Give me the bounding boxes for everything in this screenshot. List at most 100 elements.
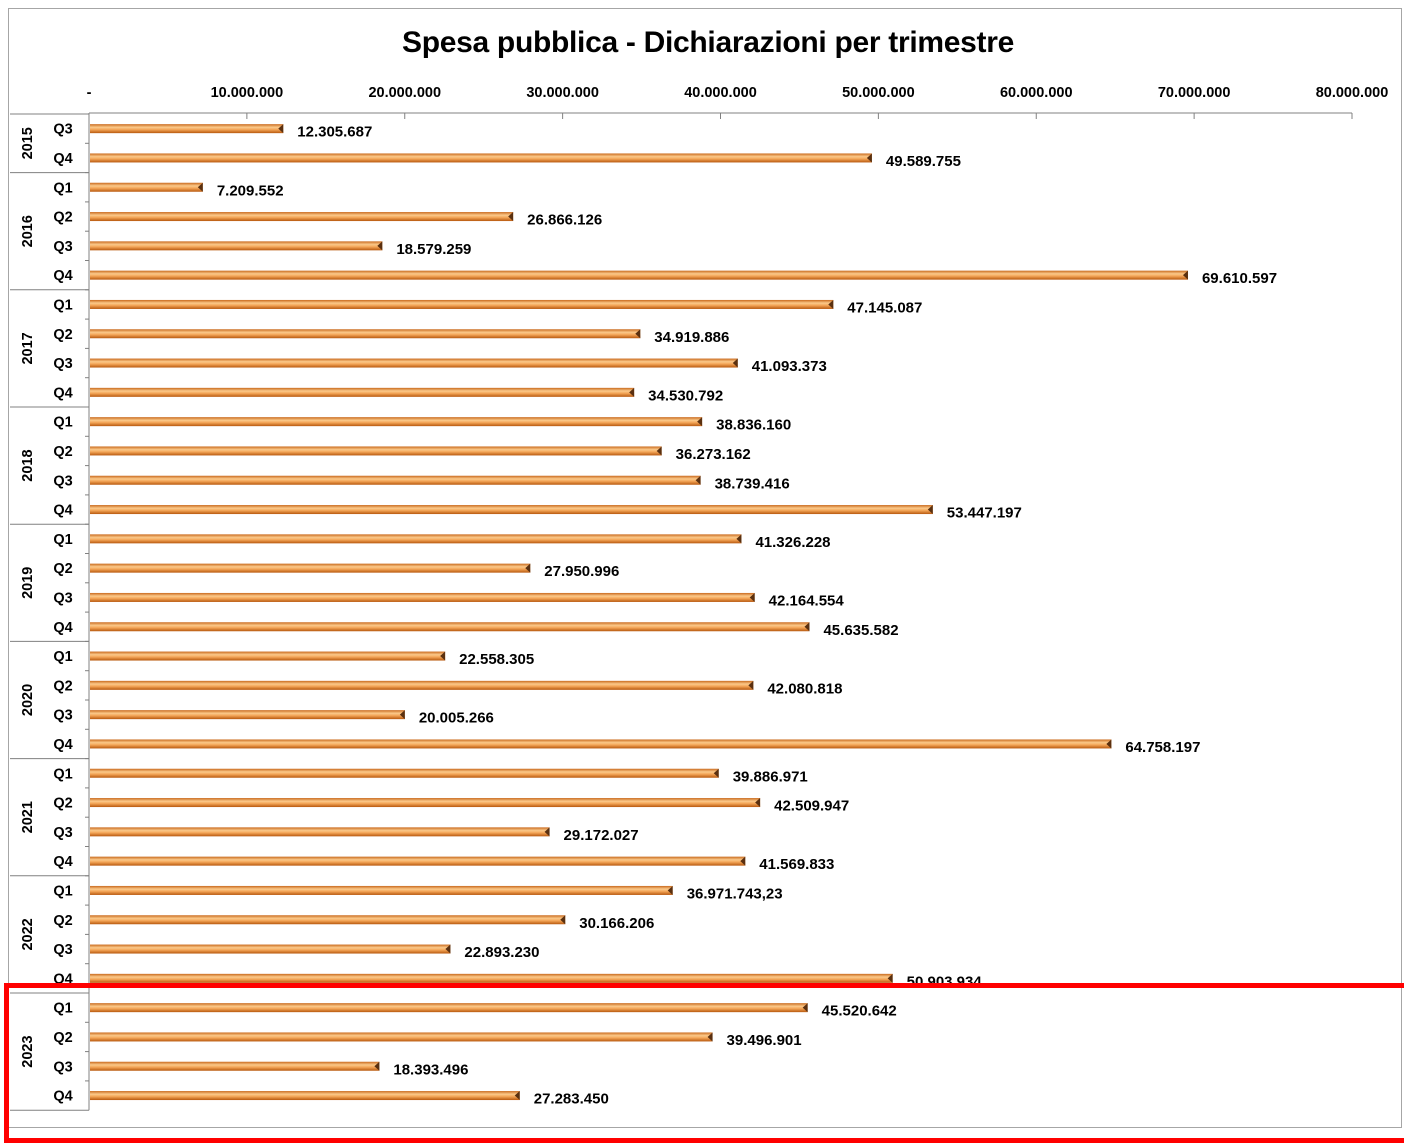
value-label: 22.893.230 xyxy=(464,944,539,961)
axis-layer xyxy=(10,112,1353,1111)
x-tick-label: 30.000.000 xyxy=(526,85,599,101)
value-label: 36.273.162 xyxy=(676,446,751,463)
quarter-label: Q4 xyxy=(53,151,72,167)
bar-end-bevel xyxy=(866,153,872,163)
bar xyxy=(90,212,514,222)
quarter-label: Q2 xyxy=(53,796,72,812)
quarter-label: Q4 xyxy=(53,268,72,284)
year-label: 2020 xyxy=(20,684,36,716)
bar-end-bevel xyxy=(635,329,641,339)
quarter-label: Q3 xyxy=(53,239,72,255)
quarter-label: Q2 xyxy=(53,1030,72,1046)
bar-end-bevel xyxy=(755,798,761,808)
bar xyxy=(90,446,662,456)
quarter-label: Q3 xyxy=(53,356,72,372)
quarter-label: Q1 xyxy=(53,532,72,548)
bar xyxy=(90,153,872,163)
bar xyxy=(90,710,405,720)
x-tick-label: 80.000.000 xyxy=(1316,85,1389,101)
value-label: 38.836.160 xyxy=(716,417,791,434)
value-label: 64.758.197 xyxy=(1125,739,1200,756)
year-label: 2017 xyxy=(20,332,36,364)
value-label: 45.520.642 xyxy=(822,1003,897,1020)
bar xyxy=(90,124,284,134)
value-label: 49.589.755 xyxy=(886,153,961,170)
bar xyxy=(90,475,701,485)
bar-end-bevel xyxy=(802,1003,808,1013)
x-tick-label: 60.000.000 xyxy=(1000,85,1073,101)
quarter-label: Q4 xyxy=(53,854,72,870)
bar-end-bevel xyxy=(927,505,933,515)
bar-end-bevel xyxy=(374,1061,380,1071)
value-label: 27.283.450 xyxy=(534,1091,609,1108)
value-label: 18.393.496 xyxy=(393,1061,468,1078)
value-label: 29.172.027 xyxy=(564,827,639,844)
bar-end-bevel xyxy=(508,212,514,222)
quarter-label: Q2 xyxy=(53,913,72,929)
bar-end-bevel xyxy=(525,563,531,573)
bar xyxy=(90,1032,713,1042)
x-tick-label: 40.000.000 xyxy=(684,85,757,101)
quarter-label: Q1 xyxy=(53,1001,72,1017)
value-label: 38.739.416 xyxy=(715,475,790,492)
quarter-label: Q4 xyxy=(53,971,72,987)
value-label: 53.447.197 xyxy=(947,505,1022,522)
bar xyxy=(90,944,451,954)
bar xyxy=(90,417,703,427)
bar-end-bevel xyxy=(740,856,746,866)
bar xyxy=(90,563,531,573)
value-label: 41.569.833 xyxy=(759,856,834,873)
bar-end-bevel xyxy=(544,827,550,837)
quarter-label: Q3 xyxy=(53,122,72,138)
bar-end-bevel xyxy=(278,124,284,134)
bar-end-bevel xyxy=(697,417,703,427)
quarter-label: Q1 xyxy=(53,180,72,196)
bar xyxy=(90,915,566,925)
value-label: 34.919.886 xyxy=(654,329,729,346)
year-label: 2019 xyxy=(20,567,36,599)
bar xyxy=(90,973,893,983)
quarter-label: Q2 xyxy=(53,678,72,694)
quarter-label: Q3 xyxy=(53,590,72,606)
bar xyxy=(90,856,746,866)
bar-end-bevel xyxy=(445,944,451,954)
bar-end-bevel xyxy=(399,710,405,720)
bar-end-bevel xyxy=(804,622,810,632)
bar xyxy=(90,651,446,661)
quarter-label: Q4 xyxy=(53,1089,72,1105)
bar xyxy=(90,505,933,515)
bar xyxy=(90,1003,808,1013)
x-tick-label: - xyxy=(87,85,92,101)
value-label: 39.496.901 xyxy=(727,1032,802,1049)
bar-end-bevel xyxy=(514,1091,520,1101)
value-label: 26.866.126 xyxy=(527,212,602,229)
quarter-label: Q4 xyxy=(53,385,72,401)
value-label: 20.005.266 xyxy=(419,710,494,727)
value-label: 18.579.259 xyxy=(396,241,471,258)
year-label: 2016 xyxy=(20,215,36,247)
quarter-label: Q3 xyxy=(53,473,72,489)
year-label: 2021 xyxy=(20,801,36,833)
bar-end-bevel xyxy=(1106,739,1112,749)
value-label: 27.950.996 xyxy=(544,563,619,580)
x-tick-label: 70.000.000 xyxy=(1158,85,1231,101)
bar-end-bevel xyxy=(197,182,203,192)
value-label: 39.886.971 xyxy=(733,768,808,785)
bar xyxy=(90,1061,380,1071)
quarter-label: Q4 xyxy=(53,503,72,519)
quarter-label: Q3 xyxy=(53,942,72,958)
bar xyxy=(90,798,761,808)
value-label: 42.164.554 xyxy=(769,592,845,609)
value-label: 36.971.743,23 xyxy=(687,885,783,902)
value-label: 69.610.597 xyxy=(1202,270,1277,287)
quarter-label: Q1 xyxy=(53,649,72,665)
value-label: 42.509.947 xyxy=(774,798,849,815)
value-label: 34.530.792 xyxy=(648,387,723,404)
bar xyxy=(90,387,635,397)
quarter-label: Q1 xyxy=(53,766,72,782)
value-label: 42.080.818 xyxy=(767,680,842,697)
year-label: 2022 xyxy=(20,918,36,950)
quarter-label: Q2 xyxy=(53,327,72,343)
bar-end-bevel xyxy=(713,768,719,778)
